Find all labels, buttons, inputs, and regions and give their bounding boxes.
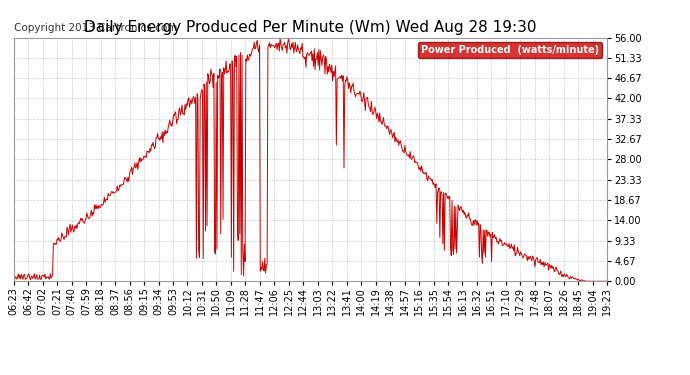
Title: Daily Energy Produced Per Minute (Wm) Wed Aug 28 19:30: Daily Energy Produced Per Minute (Wm) We… [84, 20, 537, 35]
Legend: Power Produced  (watts/minute): Power Produced (watts/minute) [418, 42, 602, 58]
Text: Copyright 2013 Cartronics.com: Copyright 2013 Cartronics.com [14, 22, 177, 33]
